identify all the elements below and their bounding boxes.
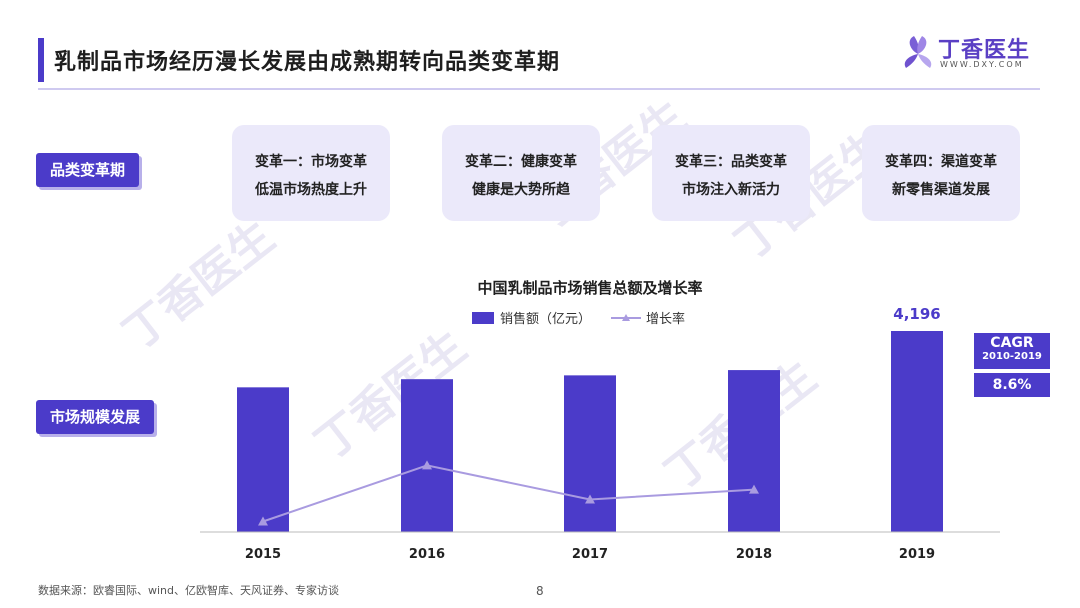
brand-logo: 丁香医生 WWW.DXY.COM <box>900 32 1040 76</box>
bar-2016 <box>401 379 453 532</box>
growth-rate-point <box>258 516 268 526</box>
stage-card-desc: 低温市场热度上升 <box>255 182 367 198</box>
legend-line-label: 增长率 <box>646 311 685 327</box>
cagr-label: CAGR <box>990 335 1034 351</box>
x-tick-label: 2017 <box>572 547 608 562</box>
bar-2017 <box>564 375 616 532</box>
cagr-badge: CAGR 2010-2019 <box>974 333 1050 369</box>
x-tick-label: 2018 <box>736 547 772 562</box>
market-scale-tag: 市场规模发展 <box>36 400 155 434</box>
bar-value-label: 4,196 <box>893 305 940 323</box>
stage-card-desc: 新零售渠道发展 <box>892 182 990 198</box>
legend-bar-label: 销售额（亿元） <box>500 311 591 327</box>
growth-rate-line <box>262 464 755 523</box>
title-divider <box>38 88 1040 90</box>
bar-2019 <box>891 331 943 532</box>
bar-2018 <box>728 370 780 532</box>
bar-2015 <box>237 387 289 532</box>
growth-rate-point <box>749 484 759 494</box>
page-title: 乳制品市场经历漫长发展由成熟期转向品类变革期 <box>54 50 561 75</box>
x-tick-label: 2019 <box>899 547 935 562</box>
stage-card-title: 变革三：品类变革 <box>675 154 787 170</box>
x-tick-label: 2016 <box>409 547 445 562</box>
stage-card-desc: 健康是大势所趋 <box>472 182 570 198</box>
title-accent-bar <box>38 38 44 82</box>
growth-rate-point <box>422 460 432 470</box>
stage-card-title: 变革二：健康变革 <box>465 154 577 170</box>
cagr-period: 2010-2019 <box>982 351 1042 363</box>
stage-card-3: 变革三：品类变革 市场注入新活力 <box>652 125 810 221</box>
data-source-note: 数据来源：欧睿国际、wind、亿欧智库、天风证券、专家访谈 <box>38 584 340 597</box>
chart-title: 中国乳制品市场销售总额及增长率 <box>477 279 702 297</box>
stage-card-title: 变革一：市场变革 <box>255 154 367 170</box>
stage-card-1: 变革一：市场变革 低温市场热度上升 <box>232 125 390 221</box>
legend-line-marker <box>622 314 630 321</box>
page-number: 8 <box>536 584 544 598</box>
stage-card-desc: 市场注入新活力 <box>682 182 780 198</box>
flower-logo-icon <box>904 36 932 68</box>
growth-rate-point <box>585 494 595 504</box>
cagr-value: 8.6% <box>974 373 1050 397</box>
stage-card-4: 变革四：渠道变革 新零售渠道发展 <box>862 125 1020 221</box>
stage-card-title: 变革四：渠道变革 <box>885 154 997 170</box>
legend-bar-swatch <box>472 312 494 324</box>
x-tick-label: 2015 <box>245 547 281 562</box>
logo-url: WWW.DXY.COM <box>940 60 1024 69</box>
stage-card-2: 变革二：健康变革 健康是大势所趋 <box>442 125 600 221</box>
stage-tag: 品类变革期 <box>36 153 140 187</box>
logo-text: 丁香医生 <box>938 38 1031 63</box>
